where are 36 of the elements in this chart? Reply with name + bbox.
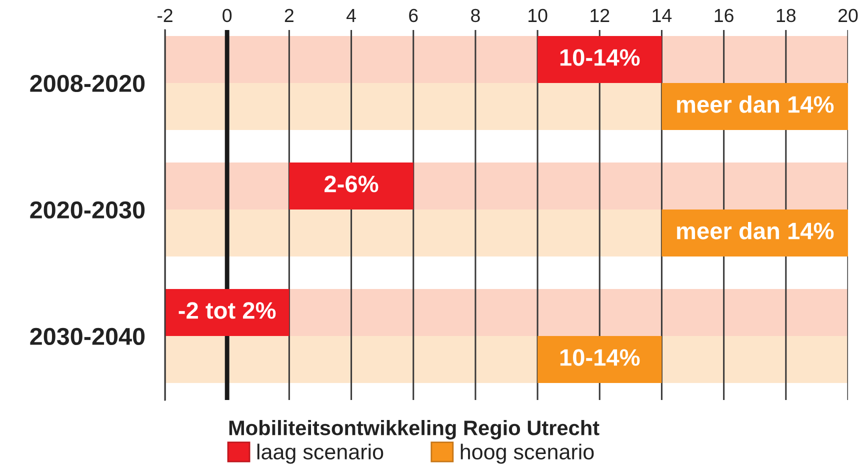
x-tick-label: 2 xyxy=(284,8,294,22)
bar xyxy=(165,336,538,383)
x-tick-label: 14 xyxy=(652,9,672,22)
bar xyxy=(538,336,662,383)
x-tick-label: 4 xyxy=(346,9,356,22)
annotation: -2 tot 2% xyxy=(178,302,276,319)
x-tick-label: 18 xyxy=(776,8,796,22)
bar xyxy=(538,36,662,83)
x-tick-label: 6 xyxy=(409,8,418,22)
x-tick-label: 20 xyxy=(838,8,858,22)
legend-label: laag scenario xyxy=(257,444,384,464)
x-tick-label: 8 xyxy=(471,8,480,22)
annotation: 10-14% xyxy=(560,349,640,366)
bar xyxy=(289,162,414,210)
x-tick-label: 10 xyxy=(528,8,548,22)
bar xyxy=(165,162,290,210)
y-tick-label: 2020-2030 xyxy=(30,201,145,219)
x-tick-label: 16 xyxy=(714,8,734,22)
x-tick-label: -2 xyxy=(157,8,172,22)
bar xyxy=(413,162,848,210)
annotation: 10-14% xyxy=(560,49,640,66)
y-tick-label: 2030-2040 xyxy=(30,328,145,346)
bar xyxy=(662,36,848,83)
x-tick-label: 12 xyxy=(590,8,610,22)
annotation: 2-6% xyxy=(324,176,378,192)
x-tick-label: 0 xyxy=(222,8,232,22)
bar xyxy=(165,83,662,130)
legend-label: hoog scenario xyxy=(460,444,594,464)
annotation: meer dan 14% xyxy=(677,95,834,113)
bar xyxy=(165,210,662,256)
y-tick-label: 2008-2020 xyxy=(30,74,145,92)
bar xyxy=(289,289,848,336)
annotation: meer dan 14% xyxy=(677,222,834,240)
bar xyxy=(165,36,538,83)
legend-title: Mobiliteitsontwikkeling Regio Utrecht xyxy=(229,420,600,440)
bar xyxy=(662,336,848,383)
